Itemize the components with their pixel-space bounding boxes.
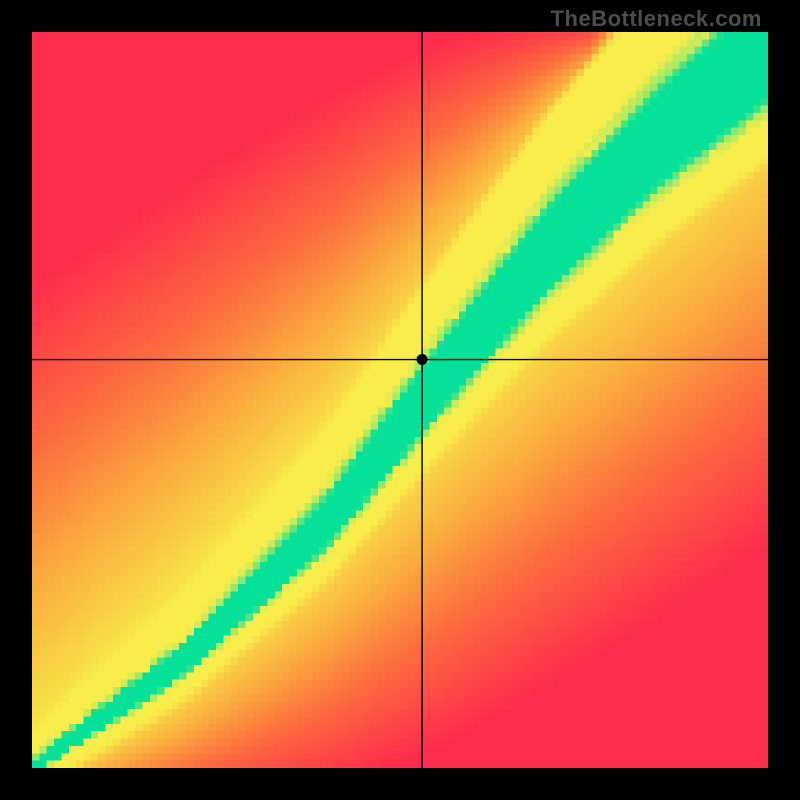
heatmap-plot bbox=[32, 32, 768, 768]
heatmap-canvas bbox=[32, 32, 768, 768]
chart-container: TheBottleneck.com bbox=[0, 0, 800, 800]
watermark-text: TheBottleneck.com bbox=[551, 6, 762, 32]
